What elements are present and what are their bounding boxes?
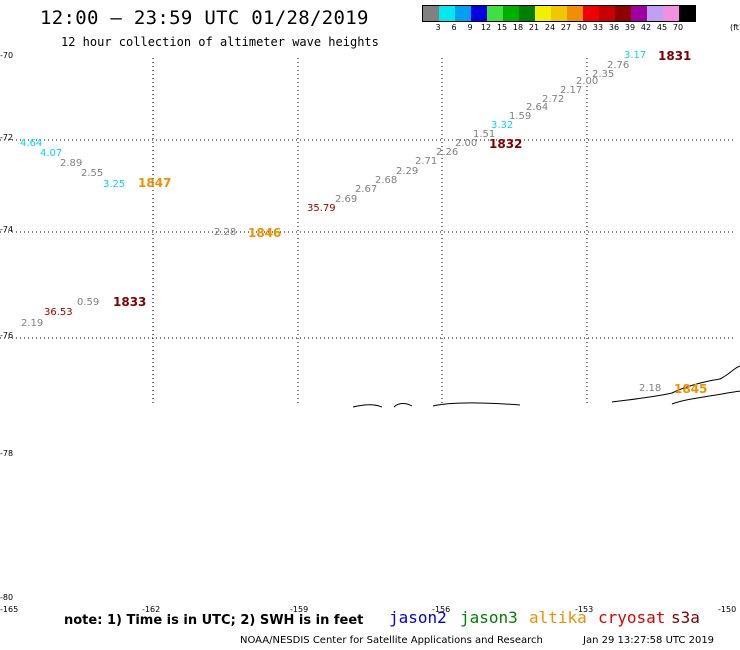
swh-label: 2.26 [436,147,459,158]
colorbar-swatch [519,6,535,21]
swh-label: 1.59 [509,111,532,122]
time-tag: 1833 [113,295,147,309]
latitude-label: -72 [0,133,14,142]
swh-label: 2.72 [542,94,565,105]
map-gridlines [0,58,735,405]
swh-label: 2.29 [396,166,419,177]
time-tag: 1845 [674,382,708,396]
swh-label: 2.17 [560,85,583,96]
longitude-label: -153 [575,605,594,614]
colorbar-unit: (ft) [730,23,740,32]
colorbar-label: 9 [467,23,473,32]
colorbar-label: 18 [512,23,524,32]
longitude-label: -162 [142,605,161,614]
colorbar-label: 21 [528,23,540,32]
colorbar-label: 24 [544,23,556,32]
colorbar-swatch [631,6,647,21]
latitude-label: -76 [0,331,14,340]
colorbar-swatch [455,6,471,21]
swh-label: 2.00 [455,138,478,149]
swh-label: 2.71 [415,156,438,167]
swh-label: 4.07 [40,148,63,159]
colorbar-label: 36 [608,23,620,32]
swh-label: 2.55 [81,168,104,179]
time-tag: 1832 [489,137,523,151]
longitude-label: -159 [290,605,309,614]
colorbar-label: 70 [672,23,684,32]
swh-label: 2.64 [526,102,549,113]
swh-label: 4.64 [20,138,43,149]
colorbar-swatch [583,6,599,21]
page-subtitle: 12 hour collection of altimeter wave hei… [61,35,379,49]
credit-line: NOAA/NESDIS Center for Satellite Applica… [240,635,543,646]
swh-label: 2.35 [592,69,615,80]
swh-label: 3.32 [491,120,514,131]
colorbar-swatch [567,6,583,21]
time-tag: 1831 [658,49,692,63]
latitude-label: -70 [0,51,14,60]
swh-label: 3.25 [103,179,126,190]
swh-label: 2.89 [60,158,83,169]
latitude-label: -78 [0,449,14,458]
colorbar-swatch [615,6,631,21]
colorbar-swatch [503,6,519,21]
colorbar-swatch [471,6,487,21]
swh-label: 36.53 [44,307,73,318]
colorbar-label: 45 [656,23,668,32]
time-tag: 1846 [248,226,282,240]
colorbar-label: 15 [496,23,508,32]
colorbar-label: 39 [624,23,636,32]
satellite-name-cryosat: cryosat [598,608,666,627]
colorbar-swatch [599,6,615,21]
time-tag: 1847 [138,176,172,190]
colorbar-label: 33 [592,23,604,32]
swh-label: 2.19 [21,318,44,329]
swh-label: 1.51 [473,129,496,140]
colorbar-label: 42 [640,23,652,32]
colorbar-label: 12 [480,23,492,32]
colorbar-swatch [487,6,503,21]
colorbar-swatch [663,6,679,21]
colorbar-label: 6 [451,23,457,32]
satellite-name-s3a: s3a [671,608,700,627]
colorbar-swatch [535,6,551,21]
longitude-label: -150 [718,605,737,614]
swh-label: 2.69 [335,194,358,205]
swh-label: 2.18 [639,383,662,394]
swh-label: 2.76 [607,60,630,71]
colorbar [422,5,696,22]
colorbar-swatch [551,6,567,21]
satellite-name-jason2: jason2 [389,608,447,627]
colorbar-swatch [439,6,455,21]
swh-label: 35.79 [307,203,336,214]
longitude-label: -156 [432,605,451,614]
colorbar-swatch [423,6,439,21]
latitude-label: -80 [0,593,14,602]
coastline [352,365,740,408]
colorbar-label: 27 [560,23,572,32]
satellite-name-altika: altika [529,608,587,627]
swh-label: 0.59 [77,297,100,308]
longitude-label: -165 [0,605,19,614]
swh-label: 2.28 [214,227,237,238]
colorbar-label: 30 [576,23,588,32]
page-title: 12:00 – 23:59 UTC 01/28/2019 [40,7,369,29]
generation-timestamp: Jan 29 13:27:58 UTC 2019 [583,635,715,646]
latitude-label: -74 [0,225,14,234]
colorbar-swatch [679,6,695,21]
swh-label: 2.68 [375,175,398,186]
footer-note: note: 1) Time is in UTC; 2) SWH is in fe… [64,613,364,628]
swh-label: 3.17 [624,50,647,61]
satellite-name-jason3: jason3 [460,608,518,627]
swh-label: 2.00 [576,76,599,87]
swh-label: 2.67 [355,184,378,195]
colorbar-swatch [647,6,663,21]
colorbar-label: 3 [435,23,441,32]
